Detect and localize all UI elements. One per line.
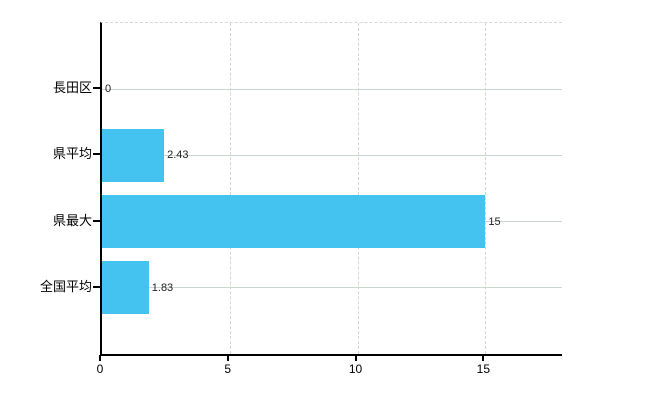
value-label: 0 — [105, 83, 112, 96]
y-axis-tick — [93, 219, 100, 222]
y-axis-tick — [93, 153, 100, 156]
category-label: 県最大 — [52, 212, 92, 228]
category-label: 県平均 — [52, 146, 92, 162]
vertical-gridline — [485, 23, 487, 354]
x-axis-tick — [482, 355, 485, 361]
plot-area: 0 2.43 15 1.83 — [100, 22, 562, 356]
x-axis-tick-label: 15 — [476, 362, 490, 376]
value-label: 1.83 — [151, 281, 174, 294]
x-axis-tick — [226, 355, 229, 361]
value-label: 15 — [488, 215, 501, 228]
value-label: 2.43 — [167, 149, 189, 162]
category-label: 長田区 — [52, 80, 92, 96]
horizontal-gridline — [102, 154, 562, 156]
horizontal-gridline — [102, 88, 562, 90]
vertical-gridline — [357, 23, 359, 354]
x-axis-tick-label: 0 — [96, 362, 104, 376]
bar-4[interactable] — [102, 261, 149, 315]
y-axis-tick — [93, 285, 100, 288]
y-axis-tick — [93, 87, 100, 90]
bar-2[interactable] — [102, 128, 165, 182]
horizontal-gridline — [102, 287, 562, 289]
x-axis-tick — [99, 355, 101, 361]
vertical-gridline — [229, 23, 231, 354]
category-label: 全国平均 — [39, 278, 92, 294]
x-axis-tick — [354, 355, 357, 361]
bar-3[interactable] — [102, 195, 486, 249]
x-axis-tick-label: 10 — [348, 362, 363, 376]
x-axis-tick-label: 5 — [224, 362, 232, 376]
